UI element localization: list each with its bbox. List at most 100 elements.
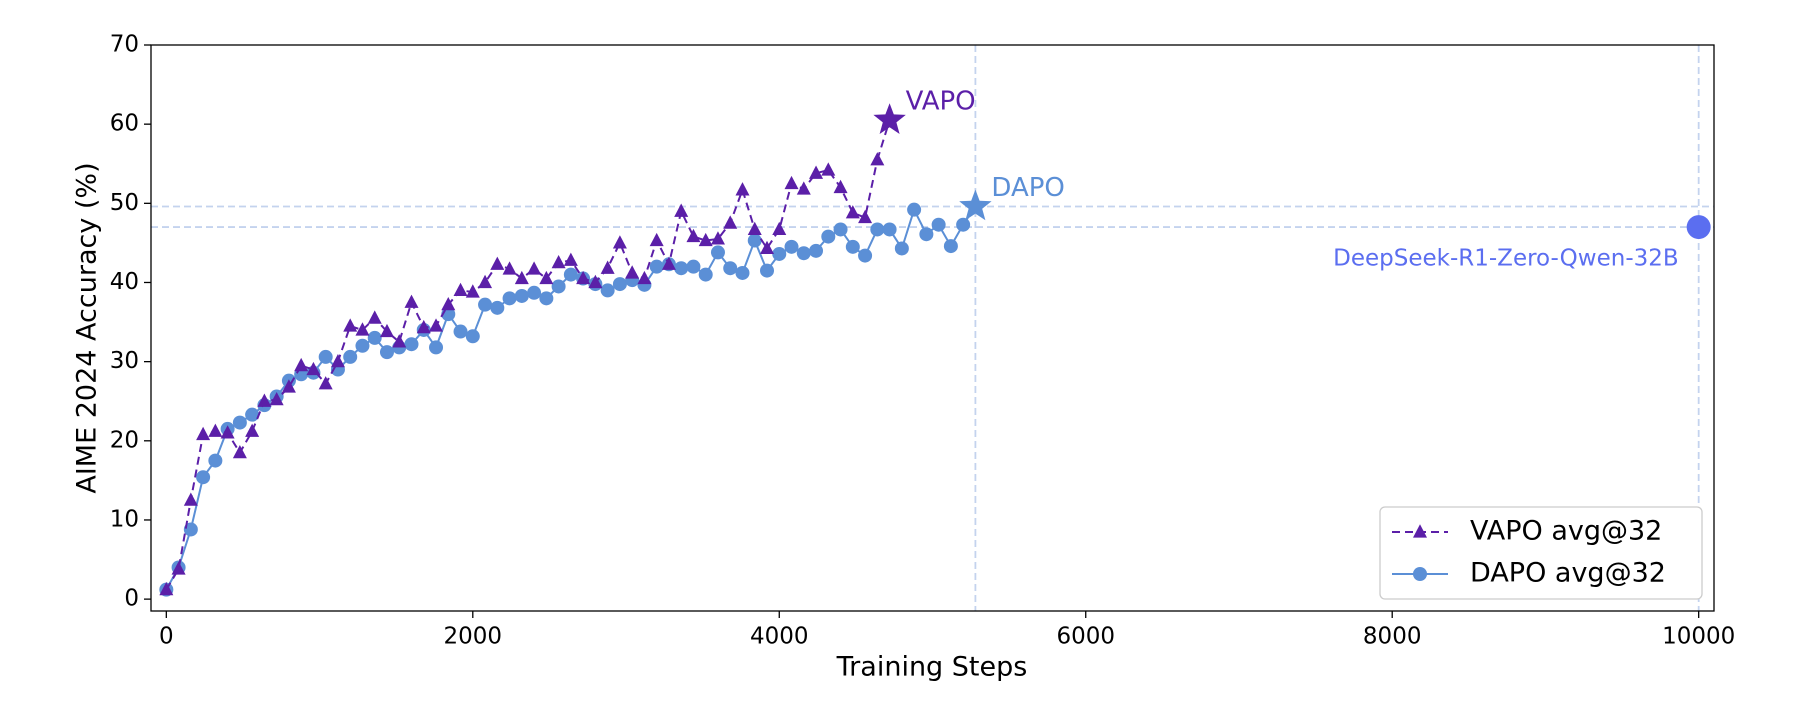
data-point bbox=[735, 265, 750, 280]
x-axis-label: Training Steps bbox=[836, 652, 1028, 683]
data-point bbox=[245, 423, 260, 437]
y-tick-label: 40 bbox=[110, 269, 139, 295]
data-point bbox=[502, 261, 517, 275]
data-point bbox=[183, 492, 198, 506]
data-point bbox=[490, 300, 505, 315]
data-point bbox=[232, 444, 247, 459]
data-point bbox=[588, 274, 603, 289]
data-point bbox=[723, 261, 738, 276]
y-tick-label: 50 bbox=[110, 190, 139, 216]
data-point bbox=[551, 254, 566, 269]
data-point bbox=[600, 260, 615, 274]
data-point bbox=[931, 217, 946, 232]
data-point bbox=[563, 252, 578, 266]
data-point bbox=[870, 222, 885, 237]
data-point bbox=[318, 376, 333, 390]
data-point bbox=[710, 231, 725, 245]
data-point bbox=[416, 319, 431, 334]
legend-marker bbox=[1413, 567, 1427, 581]
x-tick-label: 2000 bbox=[444, 624, 503, 650]
data-point bbox=[330, 353, 345, 368]
data-point bbox=[833, 222, 848, 237]
data-point bbox=[600, 283, 615, 298]
data-point bbox=[796, 181, 811, 195]
data-point bbox=[784, 175, 799, 190]
y-tick-label: 10 bbox=[110, 506, 139, 532]
data-point bbox=[196, 426, 211, 441]
data-point bbox=[772, 221, 787, 236]
data-point bbox=[612, 277, 627, 292]
legend-box bbox=[1379, 506, 1703, 600]
data-point bbox=[355, 322, 370, 336]
annotation-label: DAPO bbox=[991, 173, 1065, 203]
y-tick-label: 0 bbox=[124, 586, 139, 612]
data-point bbox=[367, 330, 382, 345]
data-point bbox=[490, 256, 505, 270]
data-point bbox=[453, 324, 468, 339]
data-point bbox=[698, 267, 713, 282]
legend-label: VAPO avg@32 bbox=[1470, 516, 1662, 547]
y-tick-label: 70 bbox=[110, 32, 139, 58]
annotation-marker bbox=[959, 189, 992, 221]
data-point bbox=[661, 256, 676, 270]
data-point bbox=[514, 270, 529, 285]
data-point bbox=[379, 323, 394, 338]
data-point bbox=[551, 279, 566, 294]
data-point bbox=[539, 270, 554, 285]
data-point bbox=[465, 284, 480, 298]
annotation-label: DeepSeek-R1-Zero-Qwen-32B bbox=[1333, 246, 1679, 272]
data-point bbox=[747, 221, 762, 236]
data-point bbox=[478, 274, 493, 289]
data-point bbox=[821, 162, 836, 176]
data-point bbox=[232, 415, 247, 430]
data-point bbox=[858, 209, 873, 224]
data-point bbox=[269, 391, 284, 406]
data-point bbox=[514, 288, 529, 303]
data-point bbox=[527, 261, 542, 275]
data-point bbox=[637, 270, 652, 285]
data-point bbox=[845, 239, 860, 254]
data-point bbox=[576, 270, 591, 285]
data-point bbox=[208, 423, 223, 437]
data-point bbox=[171, 561, 186, 575]
data-point bbox=[735, 182, 750, 196]
annotation-label: VAPO bbox=[906, 87, 976, 117]
x-tick-label: 10000 bbox=[1662, 624, 1735, 650]
data-point bbox=[772, 246, 787, 261]
data-point bbox=[208, 453, 223, 468]
data-point bbox=[429, 318, 444, 332]
data-point bbox=[747, 233, 762, 248]
x-tick-label: 6000 bbox=[1056, 624, 1115, 650]
data-point bbox=[870, 152, 885, 166]
data-point bbox=[563, 267, 578, 282]
data-point bbox=[784, 239, 799, 254]
data-point bbox=[845, 205, 860, 219]
legend-marker bbox=[1413, 524, 1427, 538]
data-point bbox=[674, 261, 689, 276]
data-point bbox=[698, 232, 713, 247]
data-point bbox=[710, 245, 725, 260]
data-point bbox=[465, 329, 480, 344]
data-point bbox=[858, 248, 873, 263]
data-point bbox=[907, 202, 922, 217]
data-point bbox=[453, 282, 468, 296]
x-tick-label: 4000 bbox=[750, 624, 809, 650]
y-tick-label: 30 bbox=[110, 348, 139, 374]
data-point bbox=[833, 179, 848, 194]
data-point bbox=[281, 379, 296, 393]
data-point bbox=[196, 470, 211, 485]
data-point bbox=[649, 259, 664, 274]
data-point bbox=[183, 522, 198, 537]
data-point bbox=[306, 361, 321, 376]
data-point bbox=[919, 227, 934, 242]
data-point bbox=[943, 239, 958, 254]
series-line bbox=[165, 159, 879, 591]
data-point bbox=[245, 407, 260, 422]
data-point bbox=[956, 217, 971, 232]
annotation-marker bbox=[873, 103, 906, 134]
y-tick-label: 20 bbox=[110, 427, 139, 453]
y-axis-label: AIME 2024 Accuracy (%) bbox=[72, 162, 103, 493]
data-point bbox=[809, 165, 824, 179]
